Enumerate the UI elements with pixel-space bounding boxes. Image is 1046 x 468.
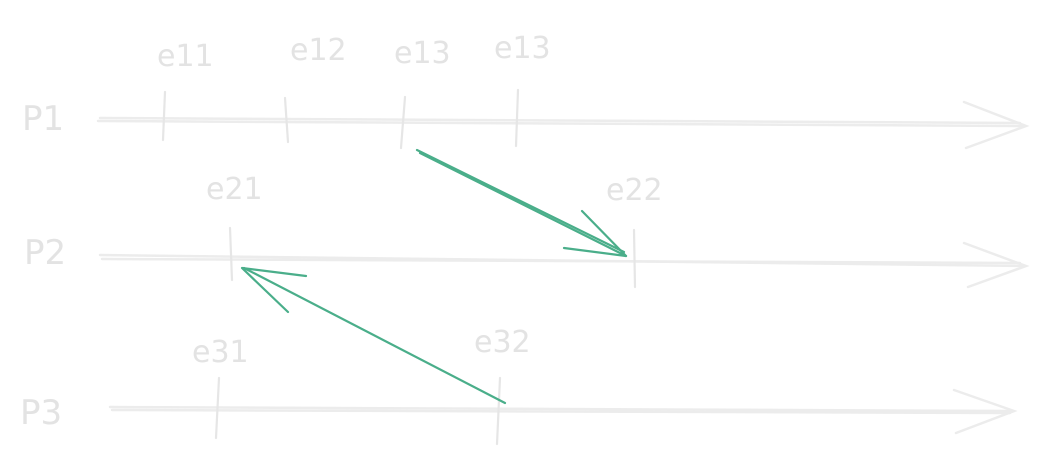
message-arrow-e13-to-e22 <box>415 148 626 254</box>
arrowhead-p1 <box>962 100 1030 150</box>
timeline-p2-sketch <box>100 257 1022 265</box>
event-label-e13: e13 <box>394 36 451 71</box>
event-tick-e32 <box>495 376 502 446</box>
process-label-p1: P1 <box>22 99 64 139</box>
timeline-p3 <box>108 405 1014 413</box>
process-label-p3: P3 <box>20 393 62 433</box>
message-arrowhead-e21 <box>240 266 308 314</box>
message-arrow-e32-to-e21 <box>242 266 507 405</box>
arrowhead-p3 <box>952 388 1018 435</box>
event-label-e11: e11 <box>157 39 214 74</box>
timeline-p3-sketch <box>110 408 1012 415</box>
timeline-p1 <box>96 119 1024 128</box>
event-label-e13-2: e13 <box>494 31 551 66</box>
event-label-e22: e22 <box>606 173 663 208</box>
event-label-e32: e32 <box>474 325 531 360</box>
event-tick-e13 <box>399 95 407 150</box>
event-label-e12: e12 <box>290 33 347 68</box>
event-label-e21: e21 <box>206 172 263 207</box>
message-arrowhead-e22 <box>562 209 628 258</box>
event-tick-e22 <box>632 228 637 289</box>
event-tick-e12 <box>283 96 290 144</box>
event-label-e31: e31 <box>192 335 249 370</box>
timeline-p1-sketch <box>98 116 1022 125</box>
process-label-p2: P2 <box>24 233 66 273</box>
event-tick-e11 <box>161 90 167 142</box>
message-arrow-e13-to-e22-sketch <box>418 151 628 258</box>
event-tick-e21 <box>228 226 234 282</box>
event-tick-e13-2 <box>514 88 520 148</box>
event-tick-e31 <box>214 376 221 440</box>
arrowhead-p2 <box>962 241 1030 289</box>
